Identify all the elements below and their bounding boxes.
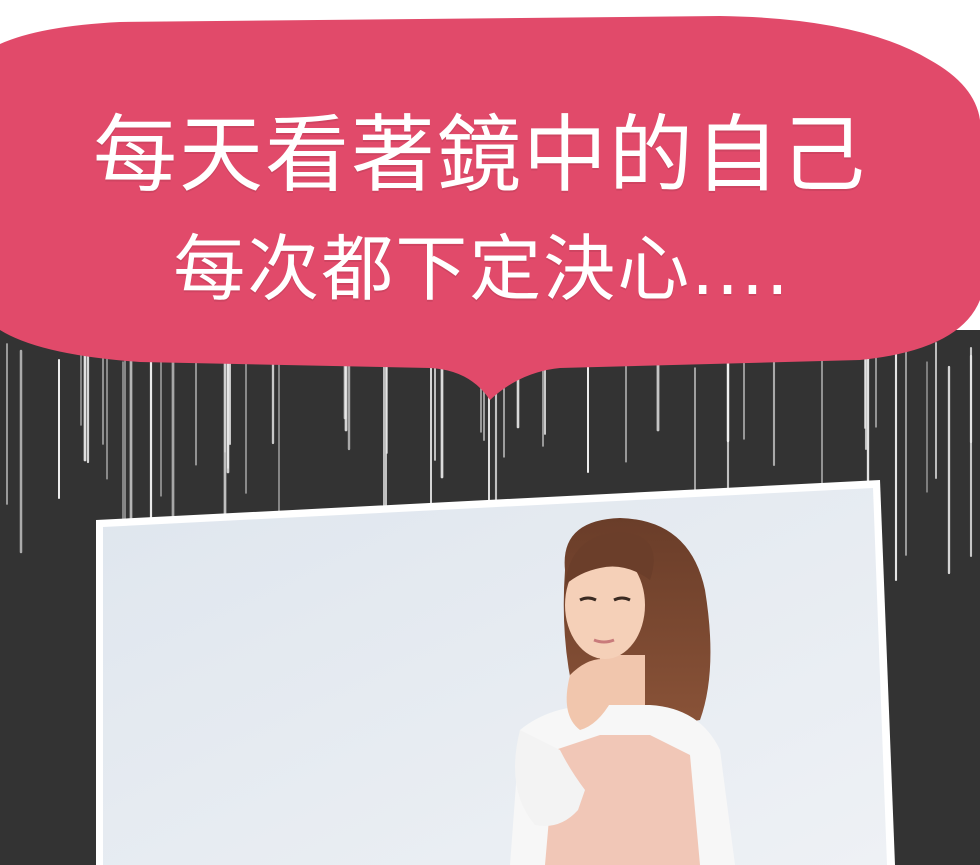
photo-wall bbox=[103, 488, 887, 865]
photo-frame bbox=[0, 480, 980, 865]
woman-thinking-hand-on-chin-icon bbox=[510, 518, 735, 865]
speech-bubble bbox=[0, 16, 980, 400]
caption-line-1: 每天看著鏡中的自己 bbox=[92, 106, 867, 204]
caption-line-2: 每次都下定決心.... bbox=[173, 227, 791, 311]
